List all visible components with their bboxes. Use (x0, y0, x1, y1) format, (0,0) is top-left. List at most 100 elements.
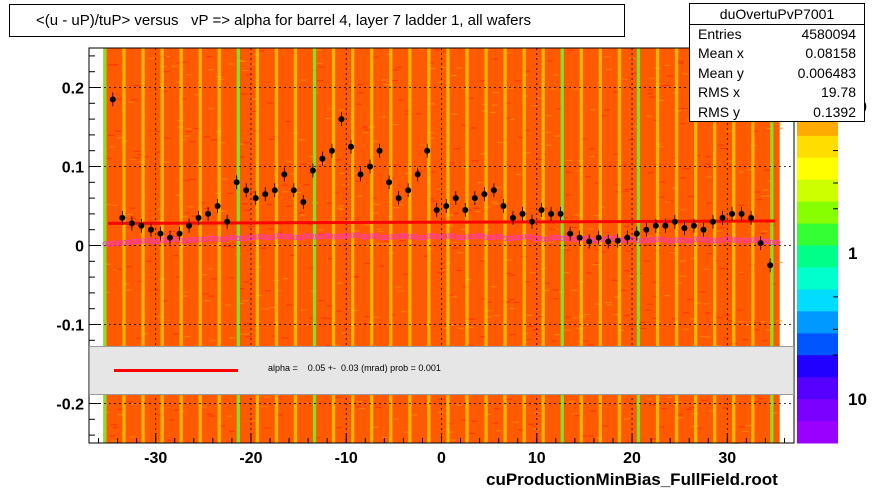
secondary-point (378, 235, 384, 241)
heatmap-stripe (351, 48, 355, 443)
secondary-point (229, 235, 235, 241)
heatmap-cell (206, 56, 213, 58)
profile-point (471, 195, 478, 202)
heatmap-cell (448, 324, 455, 326)
heatmap-cell (105, 263, 112, 265)
heatmap-cell (745, 425, 751, 427)
heatmap-cell (362, 126, 368, 128)
heatmap-cell (372, 56, 378, 58)
heatmap-cell (393, 207, 400, 209)
heatmap-cell (542, 207, 548, 209)
heatmap-cell (355, 180, 362, 182)
heatmap-cell (328, 108, 334, 110)
heatmap-cell (115, 98, 122, 100)
heatmap-cell (168, 419, 175, 421)
secondary-point (159, 237, 165, 243)
heatmap-stripe (636, 48, 641, 443)
secondary-point (134, 238, 140, 245)
heatmap-cell (753, 400, 760, 402)
heatmap-cell (590, 109, 597, 111)
color-scale-step (797, 135, 838, 159)
heatmap-cell (276, 414, 283, 416)
secondary-point (565, 235, 572, 241)
heatmap-cell (564, 249, 571, 251)
secondary-point (295, 235, 302, 241)
profile-point (719, 214, 726, 221)
heatmap-cell (677, 60, 684, 62)
heatmap-cell (496, 141, 503, 143)
heatmap-cell (219, 425, 225, 427)
secondary-point (162, 237, 168, 243)
secondary-point (775, 239, 781, 245)
secondary-point (693, 236, 699, 242)
stats-key: RMS y (698, 103, 740, 120)
heatmap-cell (550, 228, 557, 230)
heatmap-cell (449, 439, 456, 441)
heatmap-cell (357, 92, 364, 94)
heatmap-cell (761, 230, 768, 232)
heatmap-cell (248, 225, 255, 228)
heatmap-cell (759, 321, 766, 323)
heatmap-stripe (770, 48, 774, 443)
heatmap-stripe (751, 48, 755, 443)
heatmap-cell (574, 214, 581, 216)
heatmap-cell (480, 153, 487, 155)
heatmap-cell (208, 244, 215, 246)
secondary-point (743, 238, 750, 244)
profile-point (224, 218, 231, 225)
heatmap-cell (128, 101, 135, 103)
heatmap-cell (357, 84, 364, 86)
profile-point (509, 214, 516, 221)
secondary-point (740, 238, 747, 244)
heatmap-cell (669, 251, 676, 253)
heatmap-cell (227, 63, 234, 65)
heatmap-cell (509, 334, 516, 336)
heatmap-cell (237, 59, 244, 61)
heatmap-cell (176, 276, 182, 278)
profile-point (405, 187, 412, 194)
profile-point (367, 163, 374, 170)
secondary-point (112, 240, 118, 246)
secondary-point (448, 233, 454, 239)
secondary-point (191, 237, 197, 243)
profile-point (138, 222, 145, 229)
heatmap-cell (155, 151, 162, 153)
heatmap-cell (286, 160, 293, 163)
profile-point (490, 187, 497, 194)
heatmap-cell (439, 268, 446, 270)
heatmap-stripe (446, 48, 450, 443)
heatmap-cell (761, 195, 768, 197)
heatmap-cell (513, 301, 520, 304)
heatmap-cell (104, 291, 111, 293)
heatmap-cell (181, 61, 188, 63)
heatmap-cell (167, 439, 174, 441)
secondary-point (251, 235, 257, 241)
heatmap-cell (771, 412, 778, 414)
heatmap-cell (428, 103, 435, 105)
secondary-point (708, 237, 714, 243)
heatmap-cell (471, 420, 478, 422)
heatmap-stripe (141, 48, 145, 443)
heatmap-cell (399, 240, 406, 242)
profile-point (347, 143, 354, 150)
profile-point (576, 234, 583, 241)
heatmap-cell (703, 303, 710, 305)
heatmap-cell (493, 408, 500, 410)
heatmap-cell (187, 206, 194, 208)
heatmap-cell (282, 191, 289, 193)
secondary-point (556, 235, 562, 241)
heatmap-stripe (179, 48, 183, 443)
heatmap-cell (571, 413, 578, 415)
heatmap-cell (484, 206, 491, 208)
heatmap-cell (238, 288, 245, 290)
heatmap-cell (461, 124, 468, 126)
heatmap-cell (479, 260, 486, 262)
heatmap-cell (126, 265, 133, 268)
heatmap-cell (547, 241, 554, 243)
secondary-point (197, 236, 203, 242)
heatmap-cell (244, 209, 250, 211)
heatmap-cell (271, 335, 278, 337)
heatmap-cell (645, 309, 652, 311)
heatmap-cell (282, 278, 289, 280)
heatmap-cell (593, 215, 600, 217)
